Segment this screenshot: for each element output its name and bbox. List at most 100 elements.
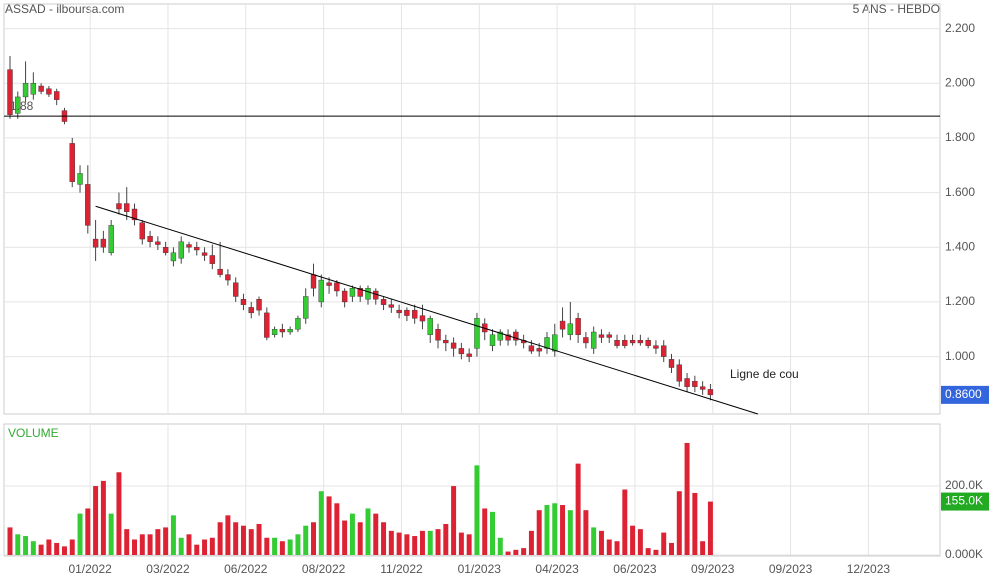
candle-body [497,331,503,341]
volume-bar [217,522,223,555]
candle-body [139,222,145,240]
volume-bar [295,534,301,555]
candle-body [100,238,107,248]
candle-body [645,340,651,346]
candle-body [30,83,37,95]
volume-bar [303,525,309,555]
volume-bar [614,541,620,555]
candle-body [699,386,706,390]
x-tick-label: 01/2023 [458,562,502,576]
volume-bar [365,508,371,555]
y-tick-label: 1.000 [945,349,975,363]
candle-body [108,225,114,253]
volume-bar [30,541,36,555]
volume-bar [544,505,550,555]
candle-body [614,340,620,346]
candle-body [131,208,138,221]
candle-body [264,312,270,338]
volume-bar [606,539,612,555]
candle-body [684,378,690,387]
volume-bar [342,520,348,555]
candle-body [155,241,161,245]
volume-bar [458,532,464,555]
volume-bar [490,511,495,555]
x-tick-label: 03/2022 [146,562,190,576]
y-tick-label: 0.000K [945,547,983,561]
candle-body [567,323,574,335]
candle-body [287,329,293,333]
candle-body [186,244,192,248]
candle-body [170,252,177,262]
candle-body [559,320,566,330]
volume-bar [139,534,145,555]
volume-bar [124,529,130,555]
chart-title: ASSAD - ilboursa.com [5,2,124,16]
x-tick-label: 09/2023 [691,562,735,576]
candle-body [653,345,659,349]
volume-bar [412,536,418,555]
candle-body [77,173,83,185]
x-tick-label: 08/2022 [302,562,346,576]
volume-bar [645,548,651,555]
volume-bar [435,529,441,555]
candle-body [147,236,153,242]
y-tick-label: 200.0K [945,478,983,492]
y-tick-label: 2.000 [945,75,975,89]
trendline-label: Ligne de cou [730,367,799,381]
volume-bar [85,508,91,555]
volume-bar [560,505,566,555]
volume-bar [552,503,558,555]
volume-bar [575,463,581,555]
candle-body [38,85,44,92]
candle-body [661,345,667,357]
candle-body [365,288,371,300]
price-panel [3,3,941,415]
candle-body [598,334,605,338]
candle-body [295,318,301,330]
y-tick-label: 2.200 [945,21,975,35]
volume-bar [443,523,449,555]
candle-body [692,381,698,387]
volume-bar [536,510,542,555]
candle-body [92,238,99,248]
candle-body [388,304,395,308]
volume-bar [155,529,161,555]
volume-bar [279,541,285,555]
candle-body [194,247,200,251]
last-price-label: 0.8600 [945,387,982,401]
candle-body [544,337,550,349]
volume-bar [38,544,44,555]
volume-bar [108,513,114,555]
volume-bar [240,525,246,555]
x-tick-label: 01/2022 [68,562,112,576]
candle-body [474,318,480,349]
candle-body [116,203,122,210]
volume-bar [692,492,698,555]
candle-body [396,309,402,314]
volume-bar [505,551,511,555]
candle-body [349,288,356,297]
volume-bar [357,522,363,555]
volume-bar [170,515,176,555]
last-volume-label: 155.0K [945,494,983,508]
candle-body [334,282,340,292]
x-tick-label: 04/2023 [535,562,579,576]
volume-bar [591,527,597,555]
candle-body [209,255,216,264]
volume-bar [132,539,138,555]
volume-bar [318,491,324,555]
candle-body [326,282,332,286]
volume-bar [209,537,215,555]
candle-body [528,345,535,352]
volume-bar [661,532,667,555]
y-tick-label: 1.600 [945,185,975,199]
candle-body [357,288,363,297]
volume-bar [521,548,527,555]
volume-bar [676,491,682,555]
candle-body [590,331,597,349]
volume-bar [388,530,394,555]
volume-bar [202,539,208,555]
candle-body [318,279,324,303]
candle-body [505,334,511,341]
